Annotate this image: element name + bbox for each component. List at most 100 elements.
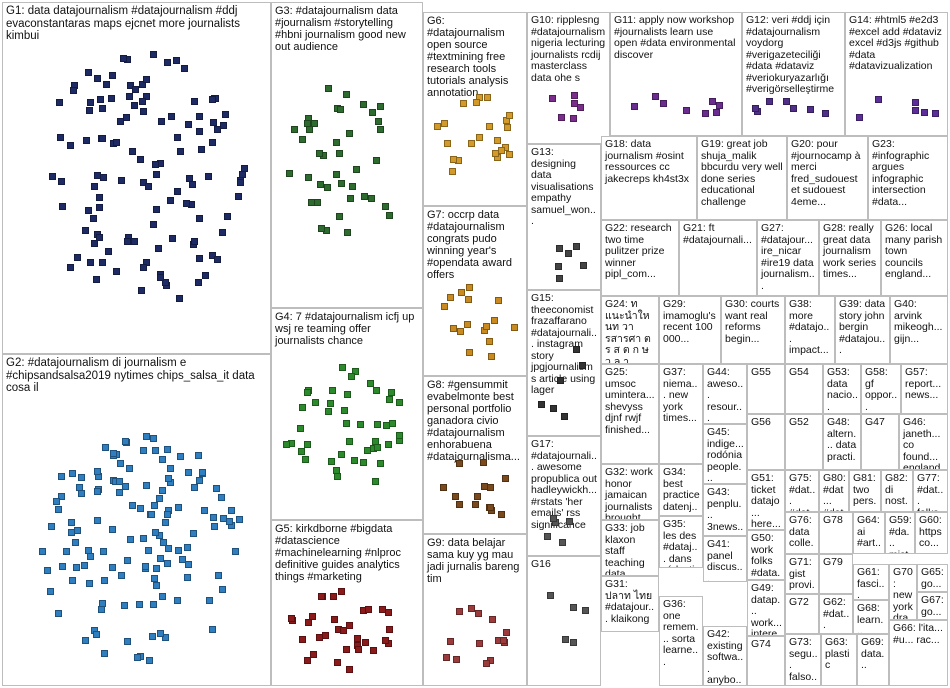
group-g55[interactable]: G55 [747,364,785,414]
group-g48[interactable]: G48: altern... data practi... [823,414,861,470]
group-g20[interactable]: G20: pour #journocamp à merci fred_sudou… [787,136,868,220]
group-g68[interactable]: G68: learn... [853,600,889,634]
group-g1[interactable]: G1: data datajournalism #datajournalism … [2,2,271,354]
group-g63[interactable]: G63: plastic [821,634,857,686]
network-node [369,108,377,116]
network-node [152,447,160,455]
network-node [472,500,480,508]
group-g26[interactable]: G26: local many parish town councils eng… [881,220,948,296]
network-node [354,645,362,653]
group-g81[interactable]: G81: two pers... [849,470,881,512]
group-g16[interactable]: G16 [527,556,601,686]
group-g74[interactable]: G74 [747,636,785,686]
group-g62[interactable]: G62: #dat... [819,594,853,634]
group-g37[interactable]: G37: niema... new york times... [659,364,703,464]
network-node [147,511,155,519]
network-node [77,490,85,498]
group-g23[interactable]: G23: #infographic argues infographic int… [868,136,948,220]
group-g19[interactable]: G19: great job shuja_malik bbcurdu very … [697,136,787,220]
network-node [93,487,101,495]
group-g6[interactable]: G6: #datajournalism open source #textmin… [423,12,527,206]
network-node [168,112,176,120]
network-node [67,141,75,149]
group-g56[interactable]: G56 [747,414,785,470]
group-g35[interactable]: G35: les des #dataj... dans rédacti... [659,516,703,568]
group-g67[interactable]: G67: go... [917,592,948,620]
group-g34[interactable]: G34: best practice datenj... sind_12... [659,464,703,516]
group-g53[interactable]: G53: data nacio... [823,364,861,414]
group-g76[interactable]: G76: data colle... [785,512,819,554]
group-g43[interactable]: G43: penplu... 3news... #dataj... [703,484,747,536]
group-g12[interactable]: G12: veri #ddj için #datajournalism voyd… [742,12,845,136]
group-g31[interactable]: G31: ปลาท ไทย #datajour... klaikong [601,576,659,632]
group-g57[interactable]: G57: report... news... [901,364,948,414]
group-g27[interactable]: G27: #datajour... ire_nicar #ire19 data … [757,220,819,296]
network-node [333,139,341,147]
group-g11[interactable]: G11: apply now workshop #journalists lea… [610,12,742,136]
group-g8[interactable]: G8: #gensummit evabelmonte best personal… [423,376,527,534]
group-g38[interactable]: G38: more #datajo... impact... [785,296,835,364]
group-g25[interactable]: G25: umsoc umintera... shevyss djnf rwjf… [601,364,659,464]
group-g7[interactable]: G7: occrp data #datajournalism congrats … [423,206,527,376]
group-g50[interactable]: G50: work folks #data... [747,530,785,580]
group-g3[interactable]: G3: #datajournalism data #journalism #st… [271,2,423,308]
group-g45[interactable]: G45: indige... rodónia people... [703,424,747,484]
group-g46[interactable]: G46: janeth... co found... england... [899,414,948,470]
group-g82[interactable]: G82: di nost... [881,470,913,512]
group-g15[interactable]: G15: theeconomist frazaffarano #datajour… [527,290,601,436]
group-g24[interactable]: G24: ท แนะนำให นท วารสารศา ต ร ส ต ก ษ ว… [601,296,659,364]
group-g49[interactable]: G49: datap... work... intere... [747,580,785,636]
group-g51[interactable]: G51: ticket datajo... here... #dataj... [747,470,785,530]
group-g78[interactable]: G78 [819,512,853,554]
group-g21[interactable]: G21: ft #datajournali... [679,220,757,296]
network-node [38,547,46,555]
group-g22[interactable]: G22: research two time pulitzer prize wi… [601,220,679,296]
network-node [139,98,147,106]
group-g77[interactable]: G77: #dat... folks... [913,470,948,512]
group-g71[interactable]: G71: gist provi... [785,554,819,594]
network-node [95,233,103,241]
group-g58[interactable]: G58: gf oppor... [861,364,901,414]
group-g32[interactable]: G32: work honor jamaican journalists bro… [601,464,659,520]
group-g17[interactable]: G17: #datajournali... awesome propublica… [527,436,601,556]
network-node [310,119,318,127]
group-g42[interactable]: G42: existing softwa... anybo... [703,626,747,686]
group-g70[interactable]: G70: new york dra... [889,564,917,620]
group-g66[interactable]: G66: l'ita... #u... rac... [889,620,948,686]
group-g18[interactable]: G18: data journalism #osint ressources c… [601,136,697,220]
network-node [91,182,99,190]
group-g69[interactable]: G69: data... [857,634,889,686]
group-g30[interactable]: G30: courts want real reforms begin... [721,296,785,364]
group-g5[interactable]: G5: kirkdborne #bigdata #datascience #ma… [271,520,423,686]
group-g10[interactable]: G10: ripplesng #datajournalism nigeria l… [527,12,610,144]
network-node [195,215,203,223]
group-g33[interactable]: G33: job klaxon staff teaching data... [601,520,659,576]
group-g64[interactable]: G64: ai #art... [853,512,885,554]
group-g59[interactable]: G59: #da... mist... [885,512,915,554]
network-node [356,421,364,429]
group-g60[interactable]: G60: https co... [915,512,948,554]
group-g29[interactable]: G29: imamoglu's recent 100 000... [659,296,721,364]
group-g73[interactable]: G73: segu... falso... [785,634,821,686]
group-g72[interactable]: G72 [785,594,819,634]
group-g80[interactable]: G80: #dat... #dat... [819,470,849,512]
group-g40[interactable]: G40: arvink mikeogh... gijn... [890,296,948,364]
group-g75[interactable]: G75: #dat... #dat... [785,470,819,512]
group-g28[interactable]: G28: really great data journalism work s… [819,220,881,296]
network-node [219,121,227,129]
group-g79[interactable]: G79 [819,554,853,594]
group-g54[interactable]: G54 [785,364,823,414]
network-node [660,100,668,108]
network-node [332,466,340,474]
group-g52[interactable]: G52 [785,414,823,470]
group-g39[interactable]: G39: data story john bergin #datajou... [835,296,890,364]
group-g36[interactable]: G36: one remem... sorta learne... [659,596,703,686]
group-g22-label: G22: research two time pulitzer prize wi… [605,222,675,280]
group-g41[interactable]: G41: panel discus... journal... [703,536,747,582]
group-g13[interactable]: G13: designing data visualisations empat… [527,144,601,290]
network-node [498,510,506,518]
group-g65[interactable]: G65: go... [917,564,948,592]
group-g47[interactable]: G47 [861,414,899,470]
group-g61[interactable]: G61: fasci... [853,564,889,600]
group-g44[interactable]: G44: aweso... resour... #dataj... [703,364,747,424]
